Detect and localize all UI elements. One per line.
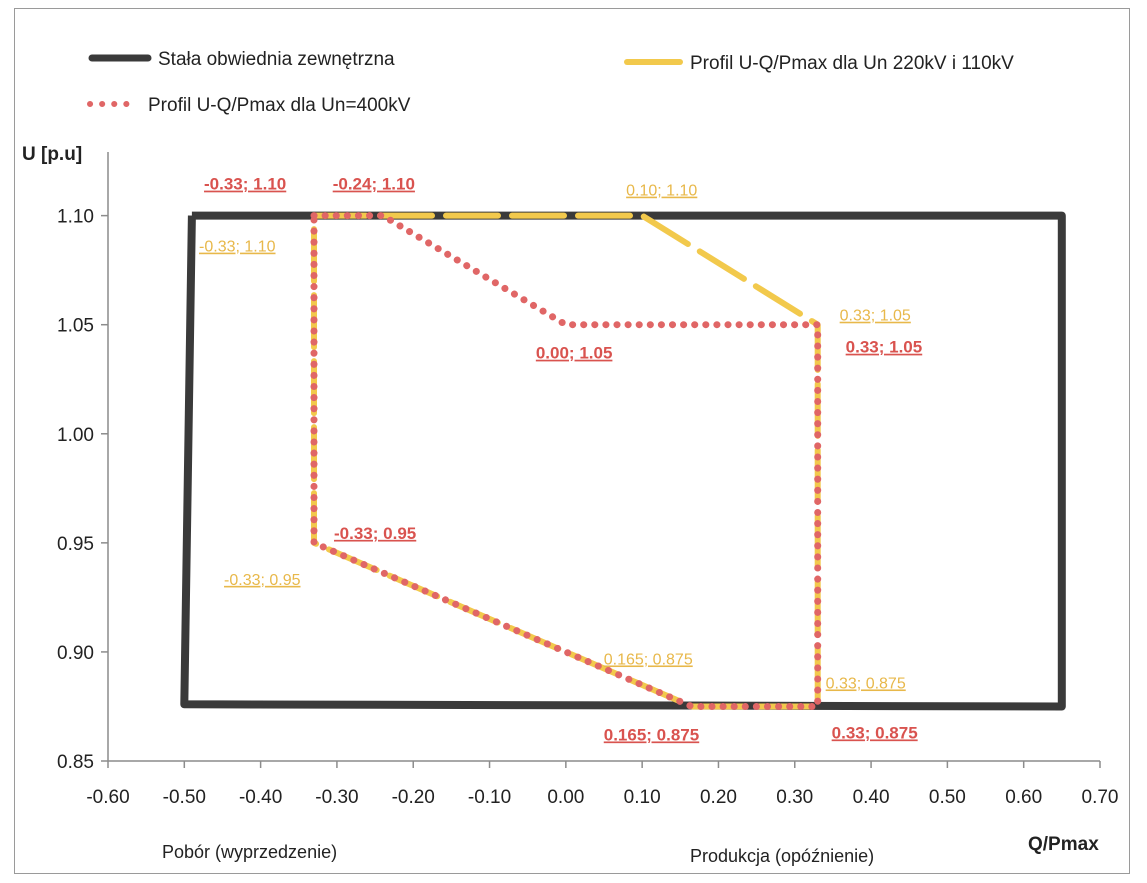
x-tick-label: -0.50: [163, 787, 206, 808]
legend-label-400kv: Profil U-Q/Pmax dla Un=400kV: [148, 95, 411, 116]
legend-label-envelope: Stała obwiednia zewnętrzna: [158, 49, 395, 70]
legend-label-220-110kv: Profil U-Q/Pmax dla Un 220kV i 110kV: [690, 53, 1014, 74]
annotation-label: 0.165; 0.875: [604, 651, 693, 668]
x-tick-label: -0.60: [86, 787, 129, 808]
x-tick-label: 0.60: [1005, 787, 1042, 808]
x-tick-label: 0.20: [700, 787, 737, 808]
series-line-1: [311, 212, 821, 710]
annotation-label: 0.33; 1.05: [846, 338, 923, 357]
annotation-label: -0.33; 1.10: [199, 239, 276, 256]
annotation-label: 0.33; 1.05: [840, 308, 911, 325]
x-tick-label: -0.10: [468, 787, 511, 808]
x-tick-label: 0.00: [547, 787, 584, 808]
y-tick-label: 0.90: [57, 643, 94, 664]
y-tick-label: 1.05: [57, 316, 94, 337]
annotation-label: -0.33; 0.95: [224, 572, 301, 589]
x-tick-label: 0.40: [853, 787, 890, 808]
annotation-label: -0.33; 1.10: [204, 175, 286, 194]
annotation-layer: -0.33; 1.10 -0.24; 1.10 0.10; 1.10 -0.33; 1…: [199, 175, 922, 745]
x-tick-label: 0.10: [624, 787, 661, 808]
x-tick-label: 0.70: [1082, 787, 1119, 808]
x-tick-label: 0.50: [929, 787, 966, 808]
annotation-label: 0.33; 0.875: [826, 675, 906, 692]
series-line-2: [310, 212, 822, 710]
y-tick-label: 1.00: [57, 425, 94, 446]
annotation-label: 0.33; 0.875: [832, 723, 918, 742]
series-layer: [180, 211, 1066, 711]
annotation-label: 0.10; 1.10: [626, 183, 697, 200]
y-tick-label: 0.95: [57, 534, 94, 555]
left-caption: Pobór (wyprzedzenie): [162, 842, 337, 862]
y-tick-label: 1.10: [57, 207, 94, 228]
series-line-0: [180, 211, 1066, 711]
annotation-label: 0.165; 0.875: [604, 725, 699, 744]
axes: -0.60 -0.50 -0.40 -0.30 -0.20 -0.10 0.00 0.10 0.…: [57, 152, 1118, 808]
x-tick-label: -0.20: [392, 787, 435, 808]
y-axis-title: U [p.u]: [22, 144, 82, 165]
x-tick-label: -0.30: [315, 787, 358, 808]
x-tick-label: -0.40: [239, 787, 282, 808]
annotation-label: -0.24; 1.10: [333, 175, 415, 194]
y-tick-label: 0.85: [57, 752, 94, 773]
annotation-label: 0.00; 1.05: [536, 344, 613, 363]
legend: Stała obwiednia zewnętrzna Profil U-Q/Pm…: [87, 49, 1014, 116]
chart-frame: [14, 8, 1130, 874]
right-caption: Produkcja (opóźnienie): [690, 846, 874, 866]
x-tick-label: 0.30: [776, 787, 813, 808]
x-axis-title: Q/Pmax: [1028, 834, 1099, 855]
annotation-label: -0.33; 0.95: [334, 524, 416, 543]
